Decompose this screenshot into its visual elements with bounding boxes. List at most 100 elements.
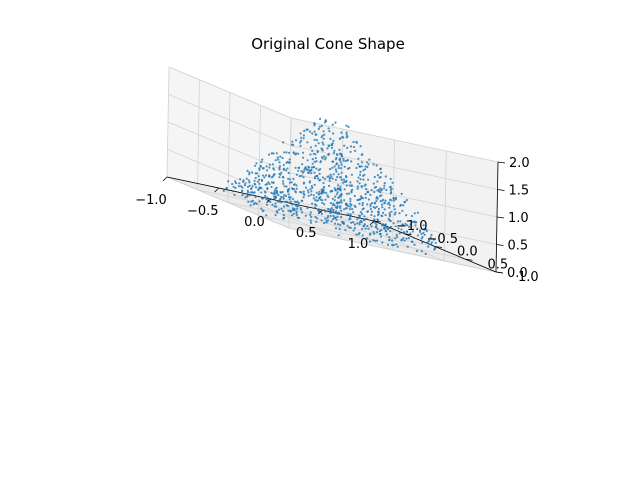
data-point	[234, 180, 237, 183]
y-tick-label: −0.5	[427, 232, 459, 247]
data-point	[361, 204, 364, 207]
data-point	[302, 137, 305, 140]
data-point	[351, 208, 354, 211]
x-tick-label: −0.5	[187, 204, 219, 219]
data-point	[392, 205, 396, 208]
data-point	[260, 191, 263, 194]
data-point	[309, 153, 312, 156]
data-point	[312, 194, 315, 197]
data-point	[329, 173, 332, 176]
data-point	[380, 235, 383, 238]
data-point	[227, 180, 230, 183]
data-point	[337, 211, 340, 214]
data-point	[379, 176, 382, 179]
data-point	[364, 227, 367, 230]
data-point	[314, 215, 317, 219]
data-point	[358, 220, 362, 224]
data-point	[387, 217, 390, 221]
data-point	[375, 185, 378, 189]
data-point	[330, 144, 334, 147]
data-point	[309, 213, 312, 216]
data-point	[381, 223, 385, 226]
data-point	[355, 140, 358, 143]
data-point	[283, 151, 286, 154]
data-point	[331, 177, 334, 180]
data-point	[272, 175, 275, 178]
data-point	[364, 193, 367, 196]
x-tick	[266, 198, 271, 204]
data-point	[296, 207, 299, 210]
data-point	[357, 157, 360, 160]
data-point	[329, 177, 332, 180]
data-point	[306, 189, 310, 192]
data-point	[348, 166, 351, 170]
data-point	[346, 135, 349, 138]
data-point	[413, 212, 416, 215]
data-point	[364, 165, 367, 168]
data-point	[294, 166, 297, 169]
data-point	[295, 214, 298, 217]
data-point	[334, 227, 338, 230]
data-point	[352, 221, 355, 224]
data-point	[283, 193, 286, 197]
data-point	[345, 175, 348, 178]
data-point	[235, 182, 238, 185]
data-point	[254, 164, 257, 167]
data-point	[312, 152, 315, 155]
data-point	[352, 229, 355, 232]
data-point	[278, 208, 281, 211]
data-point	[372, 182, 375, 185]
data-point	[407, 237, 410, 240]
data-point	[367, 178, 370, 181]
data-point	[313, 206, 317, 209]
data-point	[383, 182, 386, 185]
data-point	[400, 203, 403, 207]
data-point	[392, 243, 395, 247]
data-point	[292, 143, 295, 146]
data-point	[289, 200, 292, 203]
data-point	[382, 211, 385, 214]
data-point	[389, 185, 392, 188]
data-point	[370, 202, 374, 205]
data-point	[287, 171, 290, 175]
data-point	[265, 214, 268, 217]
data-point	[254, 183, 257, 186]
data-point	[284, 200, 287, 203]
data-point	[381, 241, 384, 244]
data-point	[249, 204, 252, 207]
data-point	[392, 222, 395, 225]
data-point	[252, 191, 255, 194]
data-point	[300, 174, 303, 177]
data-point	[340, 154, 344, 157]
data-point	[301, 199, 304, 202]
data-point	[345, 192, 348, 195]
data-point	[332, 202, 335, 205]
grid-line	[166, 176, 290, 229]
data-point	[242, 180, 245, 184]
data-point	[366, 203, 369, 206]
data-point	[273, 173, 276, 176]
z-tick	[495, 271, 504, 274]
data-point	[339, 161, 342, 164]
data-point	[295, 184, 298, 187]
data-point	[327, 214, 330, 218]
data-point	[399, 220, 402, 223]
data-point	[233, 193, 236, 196]
data-point	[337, 234, 340, 237]
data-point	[366, 210, 370, 213]
data-point	[292, 188, 295, 191]
data-point	[335, 170, 338, 173]
data-point	[388, 212, 391, 215]
data-point	[344, 228, 347, 232]
data-point	[359, 145, 362, 148]
data-point	[317, 177, 320, 180]
data-point	[430, 241, 434, 244]
data-point	[361, 153, 364, 156]
data-point	[346, 213, 349, 216]
data-point	[430, 233, 433, 236]
data-point	[291, 203, 294, 206]
data-point	[388, 227, 391, 230]
data-point	[391, 181, 394, 184]
data-point	[315, 139, 318, 142]
